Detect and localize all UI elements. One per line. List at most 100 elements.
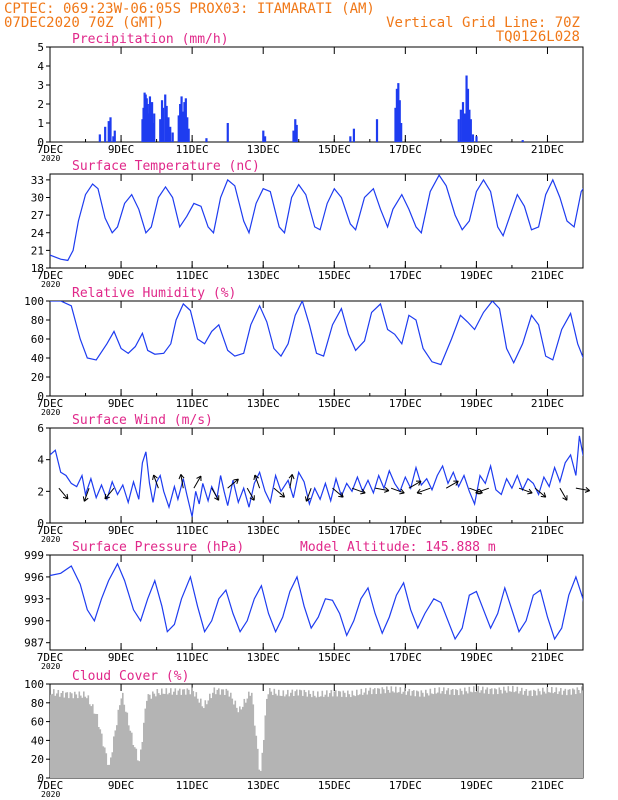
- wind-arrow: [408, 480, 422, 489]
- cloud-bar: [116, 725, 118, 778]
- cloud-bar: [110, 757, 112, 778]
- cloud-bar: [159, 694, 162, 778]
- wind-arrow: [390, 487, 405, 494]
- cloud-bar: [479, 692, 481, 778]
- cloud-bar: [428, 695, 430, 778]
- cloud-bar: [201, 706, 204, 778]
- x-tick-label: 9DEC: [108, 143, 135, 156]
- y-tick-label: 27: [31, 209, 44, 222]
- cloud-bar: [270, 691, 273, 778]
- cloud-bar: [537, 688, 540, 778]
- cloud-bar: [527, 695, 529, 778]
- header-run-time: 07DEC2020 70Z (GMT): [4, 15, 164, 31]
- x-tick-label: 19DEC: [460, 779, 493, 792]
- cloud-bar: [143, 722, 145, 778]
- wind-arrow-head: [416, 480, 422, 486]
- cloud-bar: [293, 695, 295, 778]
- cloud-bar: [254, 725, 256, 778]
- cloud-bar: [176, 694, 178, 778]
- cloud-bar: [330, 690, 333, 778]
- cloud-bar: [243, 698, 246, 778]
- cloud-bar: [401, 693, 403, 778]
- panel-frame: [49, 173, 584, 269]
- cloud-bar: [371, 694, 373, 778]
- cloud-bar: [309, 693, 312, 778]
- cloud-bar: [378, 688, 381, 778]
- precip-bar: [109, 117, 112, 142]
- cloud-bar: [491, 688, 493, 778]
- cloud-bar: [218, 688, 220, 778]
- cloud-bar: [399, 687, 402, 778]
- cloud-bar: [117, 709, 120, 778]
- cloud-bar: [407, 691, 409, 778]
- cloud-bar: [458, 695, 460, 778]
- cloud-bar: [381, 687, 384, 778]
- cloud-bar: [444, 694, 447, 778]
- cloud-bar: [435, 693, 438, 778]
- precip-bar: [153, 113, 156, 142]
- wind-arrow: [246, 487, 255, 501]
- cloud-bar: [210, 698, 213, 778]
- cloud-bar: [230, 692, 232, 778]
- cloud-bar: [551, 687, 553, 778]
- cloud-bar: [476, 690, 478, 778]
- cloud-bar: [515, 691, 517, 778]
- cloud-bar: [392, 691, 394, 778]
- cloud-bar: [266, 698, 268, 778]
- cloud-bar: [222, 689, 225, 778]
- x-tick-label: 21DEC: [531, 779, 564, 792]
- wind-arrow: [273, 487, 285, 498]
- cloud-bar: [233, 704, 235, 778]
- cloud-bar: [473, 686, 475, 778]
- precip-bar: [469, 119, 472, 142]
- cloud-bar: [411, 690, 414, 778]
- cloud-bar: [225, 688, 228, 778]
- y-tick-label: 21: [31, 244, 44, 257]
- cloud-bar: [402, 691, 405, 778]
- cloud-bar: [188, 689, 190, 778]
- cloud-bar: [315, 697, 318, 778]
- header-run-id: TQ0126L028: [496, 29, 580, 45]
- precip-bar: [263, 136, 267, 142]
- wind-arrow-head: [62, 493, 69, 500]
- x-tick-label: 11DEC: [176, 397, 209, 410]
- wind-arrow-head: [152, 474, 158, 481]
- x-tick-label: 11DEC: [176, 779, 209, 792]
- cloud-bar: [50, 694, 52, 778]
- cloud-bar: [255, 735, 258, 778]
- x-tick-label: 11DEC: [176, 269, 209, 282]
- precip-bar: [181, 111, 185, 142]
- wind-arrow: [575, 487, 590, 492]
- cloud-bar: [75, 694, 78, 778]
- cloud-bar: [363, 692, 366, 778]
- wind-arrow: [305, 487, 312, 502]
- cloud-bar: [209, 693, 211, 778]
- cloud-bar: [137, 760, 139, 778]
- x-tick-label: 21DEC: [531, 651, 564, 664]
- y-tick-label: 2: [37, 485, 44, 498]
- y-tick-label: 0: [37, 390, 44, 403]
- cloud-bar: [518, 693, 520, 778]
- cloud-bar: [174, 688, 177, 778]
- panel-title: Surface Pressure (hPa): [72, 540, 244, 555]
- panel-6: Cloud Cover (%) 0 20 40 60 80 100 7DEC 9DEC 11DEC…: [24, 669, 584, 799]
- precip-bar: [159, 119, 162, 142]
- cloud-bar: [351, 690, 354, 778]
- y-tick-label: 0: [37, 772, 44, 785]
- cloud-bar: [345, 697, 348, 778]
- panel-extra-label: Model Altitude: 145.888 m: [300, 540, 496, 555]
- cloud-bar: [359, 694, 361, 778]
- cloud-bar: [462, 694, 465, 778]
- cloud-bar: [449, 694, 451, 778]
- wind-arrow: [193, 475, 202, 489]
- cloud-bar: [294, 691, 297, 778]
- cloud-bar: [105, 753, 108, 778]
- x-tick-label: 9DEC: [108, 524, 135, 537]
- precip-bar: [292, 130, 295, 142]
- cloud-bar: [339, 691, 342, 778]
- cloud-bar: [152, 691, 154, 778]
- cloud-bar: [93, 713, 96, 778]
- cloud-bar: [575, 694, 577, 778]
- cloud-bar: [290, 692, 292, 778]
